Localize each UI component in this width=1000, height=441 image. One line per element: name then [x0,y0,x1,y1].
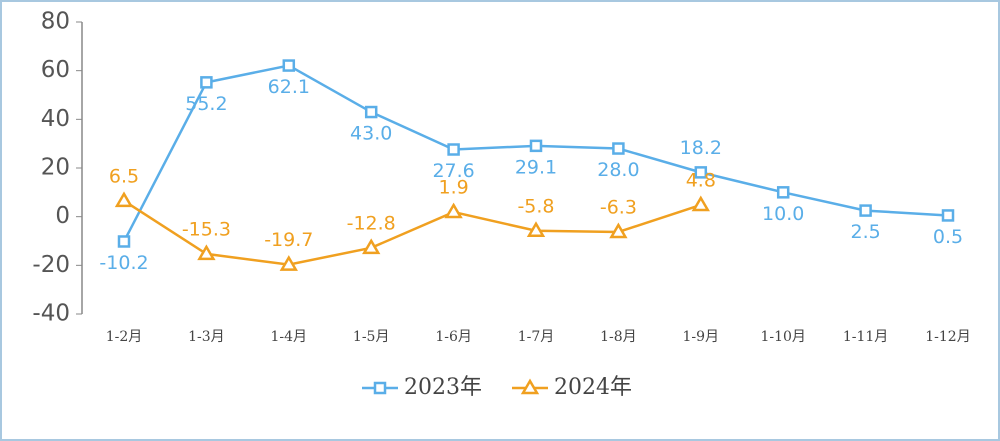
data-point [776,186,790,199]
data-label: -15.3 [182,218,231,240]
data-point [362,238,381,255]
legend-marker [373,381,387,395]
data-point [200,76,213,89]
x-tick-label: 1-7月 [518,329,555,345]
x-tick-label: 1-10月 [760,329,805,345]
data-label: 6.5 [109,165,139,187]
data-point [609,222,628,239]
x-tick-label: 1-3月 [188,329,225,345]
data-point [282,59,296,72]
data-label: -12.8 [347,212,396,234]
data-label: 43.0 [350,123,392,145]
x-tick-label: 1-2月 [106,329,143,345]
x-tick-label: 1-4月 [271,329,308,345]
data-label: 55.2 [185,93,227,115]
data-label: -6.3 [600,196,637,218]
data-point [447,143,460,156]
data-label: 29.1 [515,156,557,178]
data-label: 10.0 [762,203,804,225]
x-tick-label: 1-9月 [683,329,720,345]
y-tick-label: 60 [41,57,70,83]
data-label: 4.8 [686,169,716,191]
y-tick-label: 40 [41,106,70,132]
data-label: 1.9 [438,177,468,199]
data-point [612,142,625,155]
data-label: 0.5 [933,226,963,248]
y-tick-label: 20 [41,155,70,181]
legend-label: 2023年 [404,375,482,400]
data-point [364,105,378,119]
data-point [859,204,872,217]
data-point [529,139,543,153]
data-point [114,191,134,208]
data-point [691,195,710,212]
y-tick-label: 0 [55,203,70,229]
series-line [123,199,702,266]
y-tick-label: 80 [41,9,70,35]
data-label: 27.6 [432,160,474,182]
legend-label: 2024年 [554,375,632,400]
data-point [197,244,216,261]
y-tick-label: -20 [32,252,70,278]
data-point [694,166,708,179]
x-tick-label: 1-6月 [435,329,472,345]
data-point [117,235,131,248]
data-label: 2.5 [850,221,880,243]
x-tick-label: 1-12月 [925,329,970,345]
data-label: 28.0 [597,159,639,181]
y-tick-label: -40 [32,301,70,327]
data-label: -5.8 [517,195,554,217]
data-label: 18.2 [680,137,722,159]
data-point [444,202,463,219]
x-tick-label: 1-8月 [600,329,637,345]
data-point [941,209,955,222]
data-label: 62.1 [268,76,310,98]
x-tick-label: 1-5月 [353,329,390,345]
data-label: -19.7 [264,229,313,251]
data-point [526,221,546,238]
x-tick-label: 1-11月 [843,329,888,345]
data-point [279,255,298,271]
legend-marker [520,378,540,395]
data-label: -10.2 [99,252,148,274]
